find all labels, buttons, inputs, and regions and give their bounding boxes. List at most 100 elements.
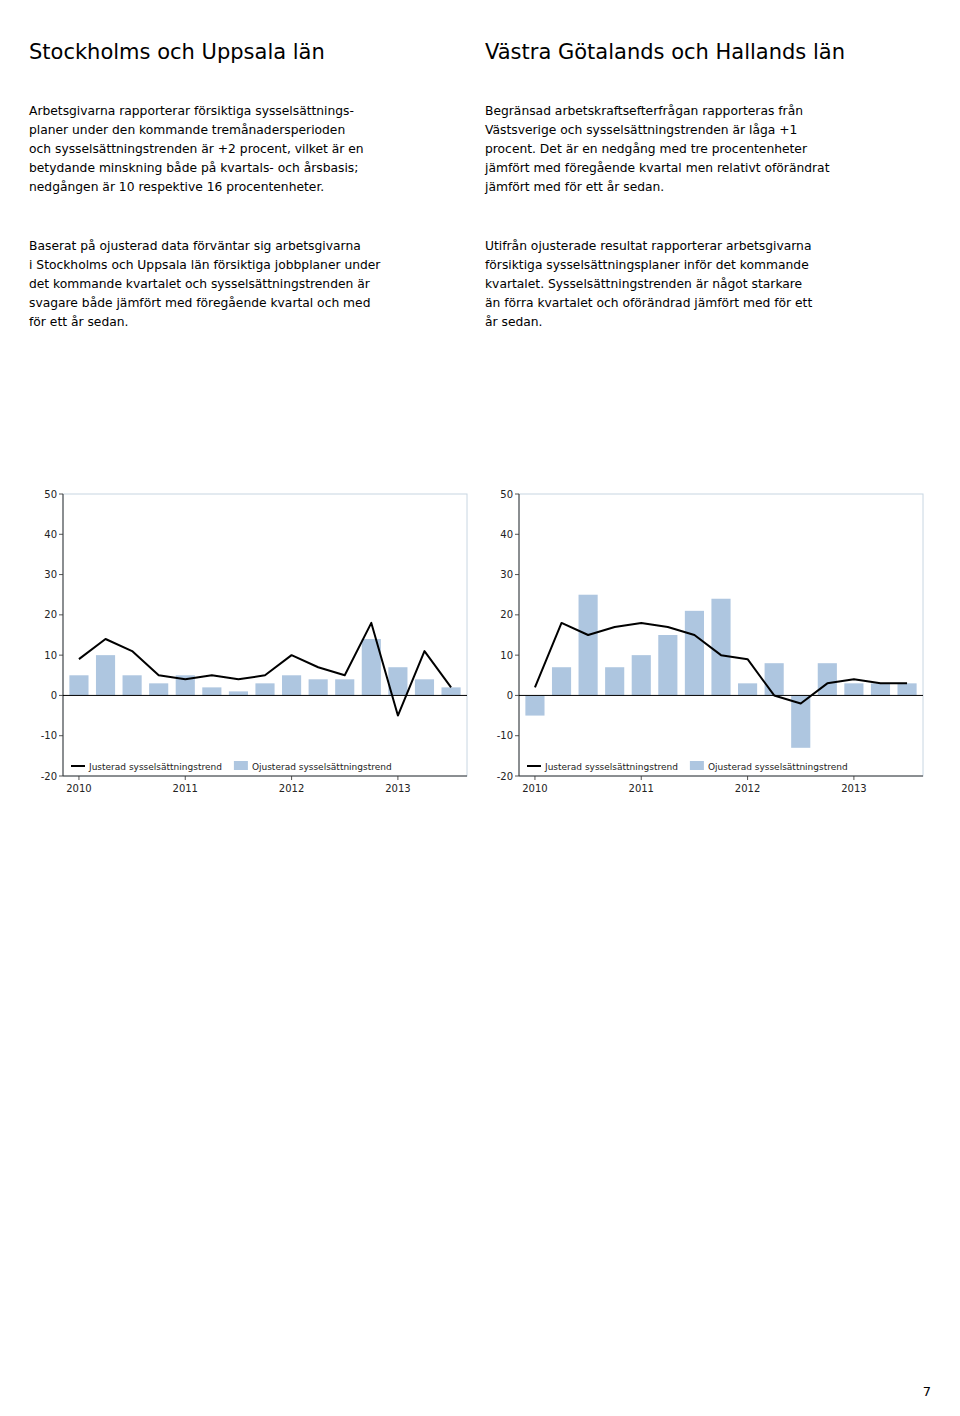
bar	[871, 683, 890, 695]
bar	[897, 683, 916, 695]
legend-swatch	[71, 765, 85, 767]
line	[535, 623, 907, 704]
legend: Justerad sysselsättningstrend Ojusterad s…	[71, 761, 392, 772]
body-paragraph: Baserat på ojusterad data förväntar sig …	[29, 237, 475, 332]
y-tick	[59, 534, 63, 535]
x-tick	[534, 776, 535, 780]
y-tick	[59, 655, 63, 656]
y-tick-label: 50	[44, 489, 57, 500]
column-title: Västra Götalands och Hallands län	[485, 40, 931, 64]
chart: -20 -10 0 10 20 30 40 50 2010 2011 2012 2013 Justera…	[485, 484, 931, 804]
bar	[309, 679, 328, 695]
legend-label: Ojusterad sysselsättningstrend	[252, 762, 392, 772]
plot-area	[519, 595, 923, 748]
y-tick-label: 10	[500, 650, 513, 661]
y-tick	[515, 735, 519, 736]
bar	[765, 663, 784, 695]
bar	[335, 679, 354, 695]
legend-label: Justerad sysselsättningstrend	[88, 762, 222, 772]
bar	[844, 683, 863, 695]
x-tick-label: 2013	[385, 783, 410, 794]
x-tick	[397, 776, 398, 780]
x-tick	[641, 776, 642, 780]
y-tick	[515, 574, 519, 575]
y-tick-label: 40	[500, 529, 513, 540]
body-paragraph: Arbetsgivarna rapporterar försiktiga sys…	[29, 102, 475, 197]
x-tick-label: 2011	[629, 783, 654, 794]
legend: Justerad sysselsättningstrendOjusterad s…	[527, 761, 848, 772]
y-axis	[63, 494, 64, 776]
y-tick-label: -10	[41, 730, 57, 741]
y-tick	[515, 655, 519, 656]
bar	[711, 599, 730, 696]
y-tick-label: 20	[44, 609, 57, 620]
chart: -20 -10 0 10 20 30 40 50 2010 2011 2012 2013 Justera…	[29, 484, 475, 804]
plot-frame	[519, 494, 923, 776]
y-axis	[519, 494, 520, 776]
y-tick-label: 10	[44, 650, 57, 661]
y-tick	[59, 776, 63, 777]
zero-line	[519, 695, 923, 696]
y-tick-label: 20	[500, 609, 513, 620]
bar	[415, 679, 434, 695]
bar	[69, 675, 88, 695]
page-number: 7	[923, 1384, 931, 1399]
bar	[552, 667, 571, 695]
y-tick	[59, 735, 63, 736]
y-tick	[515, 776, 519, 777]
x-tick-label: 2012	[279, 783, 304, 794]
y-tick	[59, 614, 63, 615]
x-axis	[519, 776, 923, 777]
bar	[96, 655, 115, 695]
y-tick-label: 30	[44, 569, 57, 580]
text-column: Västra Götalands och Hallands län Begräns…	[485, 40, 931, 372]
x-tick-label: 2011	[173, 783, 198, 794]
bar	[658, 635, 677, 695]
column-title: Stockholms och Uppsala län	[29, 40, 475, 64]
plot-area	[63, 623, 467, 716]
y-tick-label: 0	[507, 690, 513, 701]
chart-svg: -20 -10 0 10 20 30 40 50 2010 2011 2012 2013 Justera…	[29, 484, 475, 800]
x-tick-label: 2012	[735, 783, 760, 794]
y-tick-label: 30	[500, 569, 513, 580]
x-tick-label: 2013	[841, 783, 866, 794]
x-tick	[291, 776, 292, 780]
bar	[229, 691, 248, 695]
bar	[282, 675, 301, 695]
x-tick-label: 2010	[66, 783, 91, 794]
line	[79, 623, 451, 716]
bar	[255, 683, 274, 695]
y-tick-label: -20	[497, 771, 513, 782]
bar	[738, 683, 757, 695]
y-tick-label: 40	[44, 529, 57, 540]
bar	[685, 611, 704, 696]
y-tick	[59, 574, 63, 575]
bar	[202, 687, 221, 695]
bar	[123, 675, 142, 695]
y-tick	[515, 494, 519, 495]
y-tick-label: 0	[51, 690, 57, 701]
x-tick-label: 2010	[522, 783, 547, 794]
text-column: Stockholms och Uppsala län Arbetsgivarna …	[29, 40, 475, 372]
bar	[441, 687, 460, 695]
x-tick	[853, 776, 854, 780]
y-tick	[59, 695, 63, 696]
y-tick	[515, 614, 519, 615]
y-tick	[59, 494, 63, 495]
x-tick	[185, 776, 186, 780]
body-paragraph: Begränsad arbetskraftsefterfrågan rappor…	[485, 102, 931, 197]
y-tick-label: 50	[500, 489, 513, 500]
legend-swatch	[234, 761, 248, 770]
bar	[525, 695, 544, 715]
y-tick	[515, 534, 519, 535]
x-axis	[63, 776, 467, 777]
x-tick	[747, 776, 748, 780]
legend-swatch	[527, 765, 541, 767]
bar	[605, 667, 624, 695]
y-tick-label: -10	[497, 730, 513, 741]
bar	[149, 683, 168, 695]
x-tick	[78, 776, 79, 780]
y-tick-label: -20	[41, 771, 57, 782]
legend-swatch	[690, 761, 704, 770]
chart-svg: -20 -10 0 10 20 30 40 50 2010 2011 2012 2013 Justera…	[485, 484, 931, 800]
